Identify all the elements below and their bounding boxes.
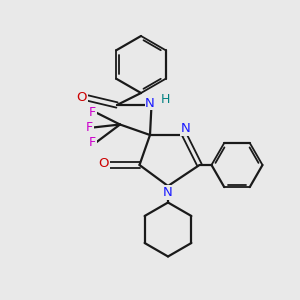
Text: F: F	[86, 121, 93, 134]
Text: O: O	[98, 157, 109, 170]
Text: F: F	[89, 136, 96, 149]
Text: N: N	[145, 97, 155, 110]
Text: O: O	[77, 91, 87, 104]
Text: N: N	[181, 122, 191, 135]
Text: F: F	[89, 106, 96, 119]
Text: N: N	[163, 186, 173, 199]
Text: H: H	[160, 93, 170, 106]
